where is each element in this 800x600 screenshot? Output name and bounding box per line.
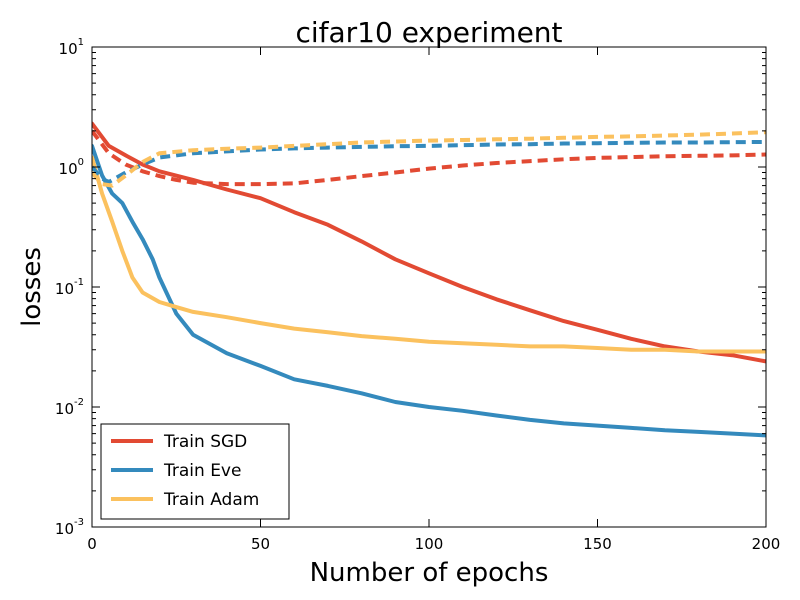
axis-ticks: 0 50 100 150 200 101 100 10-1 10-2 10-3: [55, 37, 780, 553]
y-tick-label: 10-2: [55, 397, 84, 418]
legend-label: Train Adam: [163, 490, 259, 510]
test-line-5: [92, 130, 766, 188]
y-tick-label: 100: [59, 157, 84, 178]
legend-label: Train Eve: [163, 461, 241, 481]
y-tick-label: 10-1: [55, 277, 84, 298]
legend-label: Train SGD: [163, 432, 247, 452]
legend: Train SGD Train Eve Train Adam: [100, 423, 290, 520]
test-line-3: [92, 129, 766, 187]
x-axis-label: Number of epochs: [310, 558, 549, 588]
x-tick-label: 150: [583, 535, 612, 553]
y-axis-label: losses: [17, 247, 47, 327]
x-tick-label: 50: [251, 535, 270, 553]
test-line-4: [92, 139, 766, 184]
y-tick-label: 101: [59, 37, 84, 58]
train-line-2: [92, 155, 766, 354]
y-tick-label: 10-3: [55, 517, 84, 538]
train-line-0: [92, 121, 766, 364]
x-tick-label: 0: [87, 535, 97, 553]
train-line-1: [92, 143, 766, 438]
x-tick-label: 100: [415, 535, 444, 553]
x-tick-label: 200: [752, 535, 781, 553]
chart-title: cifar10 experiment: [295, 16, 562, 49]
